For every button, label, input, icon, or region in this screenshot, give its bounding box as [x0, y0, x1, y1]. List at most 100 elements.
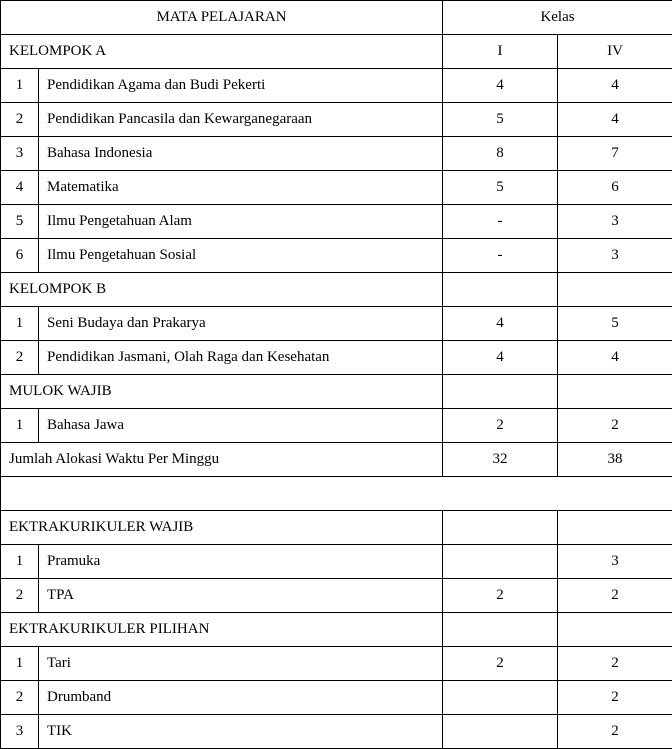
row-class-iv: 7 — [558, 137, 672, 171]
row-subject: TPA — [39, 579, 443, 613]
row-class-i: 8 — [443, 137, 558, 171]
row-class-i — [443, 715, 558, 749]
section-ekstra-pilihan: EKTRAKURIKULER PILIHAN — [1, 613, 672, 647]
header-class-iv: IV — [558, 35, 672, 69]
table-row: 2 Pendidikan Jasmani, Olah Raga dan Kese… — [1, 341, 672, 375]
row-subject: Pendidikan Pancasila dan Kewarganegaraan — [39, 103, 443, 137]
row-num: 1 — [1, 545, 39, 579]
mulok-title: MULOK WAJIB — [1, 375, 443, 409]
row-subject: TIK — [39, 715, 443, 749]
row-num: 3 — [1, 715, 39, 749]
row-class-i: - — [443, 205, 558, 239]
row-class-iv: 3 — [558, 205, 672, 239]
section-kelompok-b: KELOMPOK B — [1, 273, 672, 307]
empty-cell — [558, 375, 672, 409]
row-class-i: 5 — [443, 171, 558, 205]
total-i: 32 — [443, 443, 558, 477]
empty-cell — [443, 511, 558, 545]
spacer-row — [1, 477, 672, 511]
table-row: 4 Matematika 5 6 — [1, 171, 672, 205]
row-class-i: 2 — [443, 647, 558, 681]
row-num: 2 — [1, 681, 39, 715]
row-class-iv: 6 — [558, 171, 672, 205]
row-subject: Bahasa Jawa — [39, 409, 443, 443]
row-class-i: 4 — [443, 307, 558, 341]
row-num: 1 — [1, 409, 39, 443]
ekstra-pilihan-title: EKTRAKURIKULER PILIHAN — [1, 613, 443, 647]
row-class-iv: 2 — [558, 579, 672, 613]
row-class-iv: 3 — [558, 545, 672, 579]
row-class-i: 4 — [443, 69, 558, 103]
row-class-i: 2 — [443, 579, 558, 613]
row-num: 1 — [1, 647, 39, 681]
row-subject: Ilmu Pengetahuan Sosial — [39, 239, 443, 273]
table-row: 5 Ilmu Pengetahuan Alam - 3 — [1, 205, 672, 239]
header-row-1: MATA PELAJARAN Kelas — [1, 1, 672, 35]
row-subject: Pendidikan Jasmani, Olah Raga dan Keseha… — [39, 341, 443, 375]
row-num: 5 — [1, 205, 39, 239]
row-class-iv: 2 — [558, 409, 672, 443]
row-class-iv: 3 — [558, 239, 672, 273]
table-row: 2 TPA 2 2 — [1, 579, 672, 613]
table-row: 1 Pramuka 3 — [1, 545, 672, 579]
empty-cell — [558, 273, 672, 307]
table-row: 3 Bahasa Indonesia 8 7 — [1, 137, 672, 171]
row-num: 6 — [1, 239, 39, 273]
row-num: 3 — [1, 137, 39, 171]
row-subject: Drumband — [39, 681, 443, 715]
row-subject: Pendidikan Agama dan Budi Pekerti — [39, 69, 443, 103]
row-num: 2 — [1, 341, 39, 375]
header-subject: MATA PELAJARAN — [1, 1, 443, 35]
table-row: 1 Seni Budaya dan Prakarya 4 5 — [1, 307, 672, 341]
table-row: 2 Drumband 2 — [1, 681, 672, 715]
row-class-i — [443, 681, 558, 715]
table-row: 3 TIK 2 — [1, 715, 672, 749]
header-class: Kelas — [443, 1, 672, 35]
section-mulok: MULOK WAJIB — [1, 375, 672, 409]
row-subject: Tari — [39, 647, 443, 681]
total-row: Jumlah Alokasi Waktu Per Minggu 32 38 — [1, 443, 672, 477]
row-class-iv: 2 — [558, 681, 672, 715]
kelompok-a-title: KELOMPOK A — [1, 35, 443, 69]
section-kelompok-a: KELOMPOK A I IV — [1, 35, 672, 69]
row-subject: Bahasa Indonesia — [39, 137, 443, 171]
spacer-cell — [1, 477, 672, 511]
table-row: 2 Pendidikan Pancasila dan Kewarganegara… — [1, 103, 672, 137]
table-row: 6 Ilmu Pengetahuan Sosial - 3 — [1, 239, 672, 273]
empty-cell — [558, 613, 672, 647]
row-class-iv: 2 — [558, 647, 672, 681]
kelompok-b-title: KELOMPOK B — [1, 273, 443, 307]
section-ekstra-wajib: EKTRAKURIKULER WAJIB — [1, 511, 672, 545]
row-subject: Matematika — [39, 171, 443, 205]
row-num: 2 — [1, 579, 39, 613]
row-class-iv: 2 — [558, 715, 672, 749]
row-class-i: - — [443, 239, 558, 273]
row-num: 1 — [1, 307, 39, 341]
row-class-iv: 5 — [558, 307, 672, 341]
empty-cell — [443, 273, 558, 307]
row-num: 2 — [1, 103, 39, 137]
table-row: 1 Bahasa Jawa 2 2 — [1, 409, 672, 443]
row-class-iv: 4 — [558, 341, 672, 375]
row-class-iv: 4 — [558, 69, 672, 103]
table-row: 1 Pendidikan Agama dan Budi Pekerti 4 4 — [1, 69, 672, 103]
row-num: 1 — [1, 69, 39, 103]
curriculum-table: MATA PELAJARAN Kelas KELOMPOK A I IV 1 P… — [0, 0, 672, 749]
header-class-i: I — [443, 35, 558, 69]
table-row: 1 Tari 2 2 — [1, 647, 672, 681]
row-subject: Seni Budaya dan Prakarya — [39, 307, 443, 341]
row-class-i: 5 — [443, 103, 558, 137]
total-label: Jumlah Alokasi Waktu Per Minggu — [1, 443, 443, 477]
total-iv: 38 — [558, 443, 672, 477]
row-subject: Ilmu Pengetahuan Alam — [39, 205, 443, 239]
row-class-iv: 4 — [558, 103, 672, 137]
ekstra-wajib-title: EKTRAKURIKULER WAJIB — [1, 511, 443, 545]
row-class-i — [443, 545, 558, 579]
row-class-i: 2 — [443, 409, 558, 443]
empty-cell — [558, 511, 672, 545]
empty-cell — [443, 375, 558, 409]
row-num: 4 — [1, 171, 39, 205]
row-subject: Pramuka — [39, 545, 443, 579]
row-class-i: 4 — [443, 341, 558, 375]
empty-cell — [443, 613, 558, 647]
